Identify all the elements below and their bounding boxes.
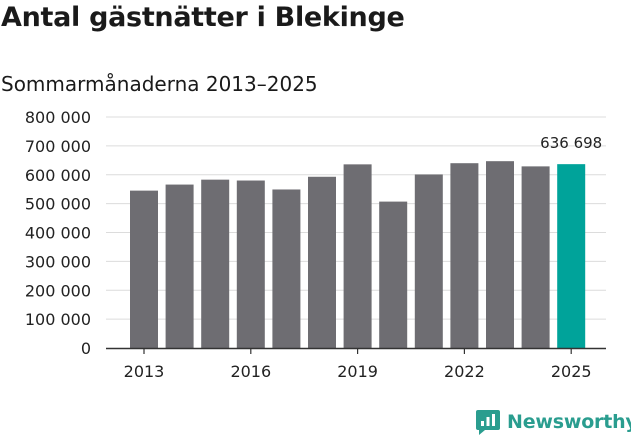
bar-2017 bbox=[272, 189, 301, 348]
bar-2015 bbox=[201, 179, 230, 348]
bar-2022 bbox=[450, 163, 479, 348]
chart-title: Antal gästnätter i Blekinge bbox=[1, 2, 405, 33]
brand-name: Newsworthy bbox=[507, 411, 631, 433]
x-tick-label: 2013 bbox=[124, 362, 165, 381]
x-tick-label: 2019 bbox=[337, 362, 378, 381]
y-tick-label: 400 000 bbox=[25, 224, 91, 243]
bar-2024 bbox=[521, 166, 550, 348]
x-tick-label: 2025 bbox=[551, 362, 592, 381]
bar-chart-speech-bubble-icon bbox=[476, 410, 500, 435]
bar-2025 bbox=[557, 164, 586, 348]
x-tick-label: 2016 bbox=[230, 362, 271, 381]
bar-2019 bbox=[343, 164, 372, 348]
newsworthy-logo: Newsworthy bbox=[475, 408, 631, 436]
y-tick-label: 600 000 bbox=[25, 166, 91, 185]
bar-2016 bbox=[236, 180, 265, 348]
y-tick-label: 0 bbox=[81, 339, 91, 358]
bar-2014 bbox=[165, 184, 194, 348]
bar-2013 bbox=[130, 190, 158, 348]
y-tick-label: 300 000 bbox=[25, 252, 91, 271]
bar-2020 bbox=[379, 201, 408, 348]
y-tick-label: 200 000 bbox=[25, 281, 91, 300]
y-tick-label: 500 000 bbox=[25, 195, 91, 214]
bar-2018 bbox=[308, 176, 336, 348]
y-tick-label: 700 000 bbox=[25, 137, 91, 156]
y-tick-label: 800 000 bbox=[25, 108, 91, 127]
data-label-2025: 636 698 bbox=[540, 134, 602, 152]
bar-2023 bbox=[486, 161, 514, 348]
y-tick-label: 100 000 bbox=[25, 310, 91, 329]
bar-2021 bbox=[414, 174, 443, 348]
x-tick-label: 2022 bbox=[444, 362, 485, 381]
chart-subtitle: Sommarmånaderna 2013–2025 bbox=[1, 72, 318, 96]
